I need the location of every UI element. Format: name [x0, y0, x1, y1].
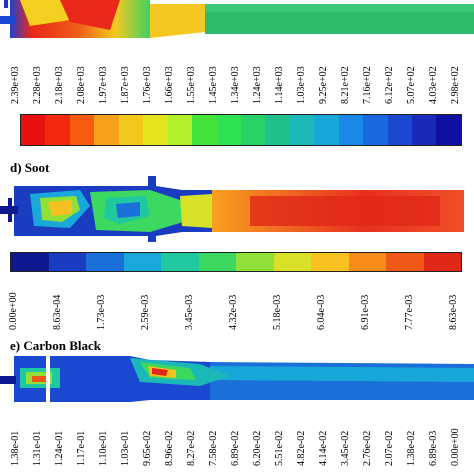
scale-label: 1.97e+03 [98, 66, 109, 104]
scale-label: 2.39e+03 [10, 66, 21, 104]
scale-label: 3.45e-03 [184, 294, 195, 330]
scale-label: 6.04e-03 [316, 294, 327, 330]
scale-label: 4.82e-02 [296, 430, 307, 466]
scale-label: 2.98e+02 [450, 66, 461, 104]
panel-c-color-bar [20, 114, 462, 146]
scale-label: 8.63e-04 [52, 294, 63, 330]
scale-label: 5.07e+02 [406, 66, 417, 104]
color-swatch [412, 115, 437, 145]
color-swatch [198, 253, 236, 271]
scale-label: 8.21e+02 [340, 66, 351, 104]
scale-label: 9.65e-02 [142, 430, 153, 466]
scale-label: 2.08e+03 [76, 66, 87, 104]
color-swatch [265, 115, 290, 145]
scale-label: 2.28e+03 [32, 66, 43, 104]
color-swatch [86, 253, 124, 271]
scale-label: 6.12e+02 [384, 66, 395, 104]
panel-d-contour [0, 176, 474, 244]
scale-label: 9.25e+02 [318, 66, 329, 104]
color-swatch [273, 253, 311, 271]
scale-label: 6.91e-03 [360, 294, 371, 330]
color-swatch [143, 115, 168, 145]
scale-label: 5.51e-02 [274, 430, 285, 466]
color-swatch [363, 115, 388, 145]
panel-c-scale-labels: 2.39e+03 2.28e+03 2.18e+03 2.08e+03 1.97… [0, 48, 474, 104]
color-swatch [311, 253, 349, 271]
scale-label: 0.00e+00 [8, 292, 19, 330]
scale-label: 6.89e-03 [428, 430, 439, 466]
scale-label: 1.34e+03 [230, 66, 241, 104]
scale-label: 5.18e-03 [272, 294, 283, 330]
scale-label: 1.38e-02 [406, 430, 417, 466]
color-swatch [386, 253, 424, 271]
scale-label: 8.63e-03 [448, 294, 459, 330]
panel-d-color-bar [10, 252, 462, 272]
scale-label: 8.27e-02 [186, 430, 197, 466]
scale-label: 1.73e-03 [96, 294, 107, 330]
scale-label: 7.77e-03 [404, 294, 415, 330]
scale-label: 1.45e+03 [208, 66, 219, 104]
scale-label: 2.59e-03 [140, 294, 151, 330]
scale-label: 3.45e-02 [340, 430, 351, 466]
scale-label: 6.89e-02 [230, 430, 241, 466]
scale-label: 1.03e+03 [296, 66, 307, 104]
scale-label: 4.03e+02 [428, 66, 439, 104]
scale-label: 1.24e+03 [252, 66, 263, 104]
scale-label: 4.32e-03 [228, 294, 239, 330]
color-swatch [387, 115, 412, 145]
color-swatch [192, 115, 217, 145]
color-swatch [236, 253, 274, 271]
scale-label: 7.58e-02 [208, 430, 219, 466]
panel-e-scale-labels: 1.38e-01 1.31e-01 1.24e-01 1.17e-01 1.10… [0, 410, 474, 466]
scale-label: 1.55e+03 [186, 66, 197, 104]
panel-e-contour [0, 354, 474, 404]
panel-d-title: d) Soot [10, 160, 50, 175]
color-swatch [314, 115, 339, 145]
color-swatch [289, 115, 315, 145]
color-swatch [436, 115, 461, 145]
color-swatch [69, 115, 95, 145]
scale-label: 1.38e-01 [10, 430, 21, 466]
scale-label: 1.10e-01 [98, 430, 109, 466]
color-swatch [11, 253, 49, 271]
color-swatch [216, 115, 241, 145]
color-swatch [348, 253, 386, 271]
color-swatch [423, 253, 461, 271]
color-swatch [21, 115, 46, 145]
scale-label: 2.07e-02 [384, 430, 395, 466]
scale-label: 1.76e+03 [142, 66, 153, 104]
color-swatch [48, 253, 86, 271]
panel-c-contour [0, 0, 474, 40]
scale-label: 4.14e-02 [318, 430, 329, 466]
scale-label: 6.20e-02 [252, 430, 263, 466]
scale-label: 1.14e+03 [274, 66, 285, 104]
scale-label: 2.18e+03 [54, 66, 65, 104]
color-swatch [161, 253, 199, 271]
scale-label: 1.24e-01 [54, 430, 65, 466]
scale-label: 2.76e-02 [362, 430, 373, 466]
color-swatch [338, 115, 364, 145]
scale-label: 1.66e+03 [164, 66, 175, 104]
color-swatch [94, 115, 119, 145]
panel-d-scale-labels: 0.00e+00 8.63e-04 1.73e-03 2.59e-03 3.45… [0, 274, 474, 330]
scale-label: 1.03e-01 [120, 430, 131, 466]
scale-label: 7.16e+02 [362, 66, 373, 104]
scale-label: 1.87e+03 [120, 66, 131, 104]
scale-label: 1.17e-01 [76, 430, 87, 466]
color-swatch [123, 253, 161, 271]
color-swatch [240, 115, 266, 145]
color-swatch [167, 115, 193, 145]
color-swatch [45, 115, 70, 145]
panel-e-title: e) Carbon Black [10, 338, 101, 353]
scale-label: 0.00e+00 [450, 428, 461, 466]
scale-label: 1.31e-01 [32, 430, 43, 466]
scale-label: 8.96e-02 [164, 430, 175, 466]
color-swatch [118, 115, 144, 145]
